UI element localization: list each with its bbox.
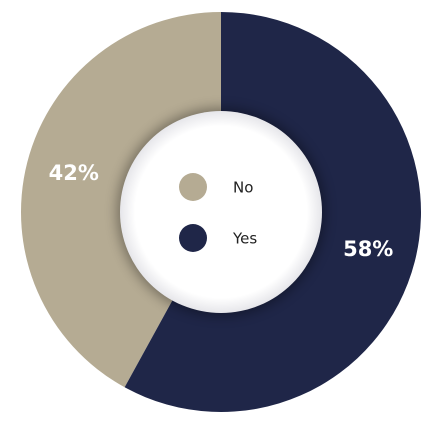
legend-swatch xyxy=(179,173,207,201)
hole xyxy=(120,111,322,313)
data-label: 58% xyxy=(343,237,393,261)
legend-label: Yes xyxy=(232,230,257,248)
legend-swatch xyxy=(179,224,207,252)
labels: 42% 58% No Yes xyxy=(49,161,394,261)
legend-label: No xyxy=(233,179,253,197)
data-label: 42% xyxy=(49,161,99,185)
